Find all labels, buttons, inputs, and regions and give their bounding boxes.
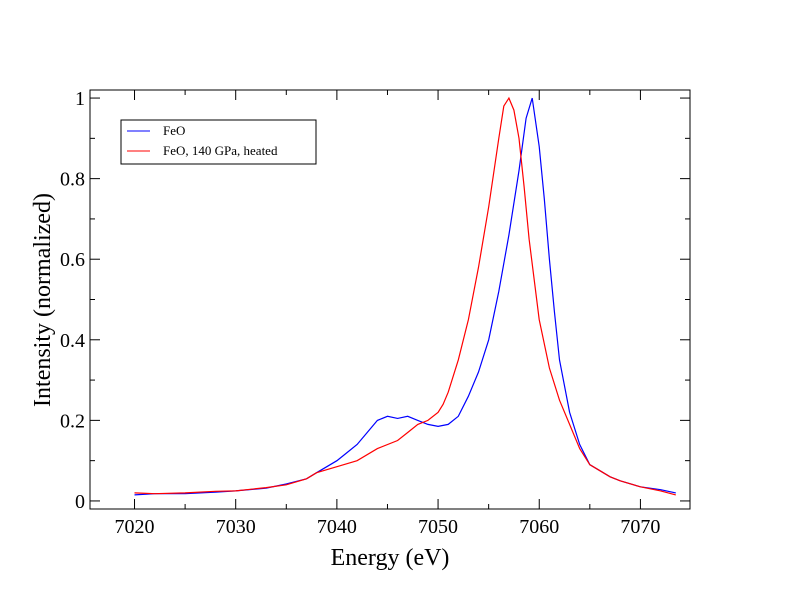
x-tick-label: 7020 <box>115 516 155 538</box>
y-tick-label: 1 <box>75 88 85 110</box>
x-tick-labels: 7020 7030 7040 7050 7060 7070 <box>115 516 661 538</box>
ticks-layer <box>90 90 690 509</box>
x-tick-label: 7070 <box>620 516 660 538</box>
x-tick-label: 7040 <box>317 516 357 538</box>
legend: FeO FeO, 140 GPa, heated <box>120 119 317 165</box>
legend-label-feo: FeO <box>163 123 185 138</box>
y-tick-labels: 0 0.2 0.4 0.6 0.8 1 <box>60 88 85 513</box>
legend-box <box>120 119 317 165</box>
x-tick-label: 7030 <box>216 516 256 538</box>
y-tick-label: 0.4 <box>60 330 85 352</box>
y-axis-label: Intensity (normalized) <box>30 193 56 407</box>
x-tick-label: 7050 <box>418 516 458 538</box>
y-tick-label: 0.8 <box>60 169 85 191</box>
series-line-1 <box>134 96 676 496</box>
y-tick-label: 0 <box>75 491 85 513</box>
series-layer <box>134 96 676 496</box>
x-axis-label: Energy (eV) <box>331 545 450 571</box>
y-tick-label: 0.2 <box>60 410 85 432</box>
legend-label-feo-140gpa: FeO, 140 GPa, heated <box>163 143 278 158</box>
y-tick-label: 0.6 <box>60 249 85 271</box>
x-tick-label: 7060 <box>519 516 559 538</box>
